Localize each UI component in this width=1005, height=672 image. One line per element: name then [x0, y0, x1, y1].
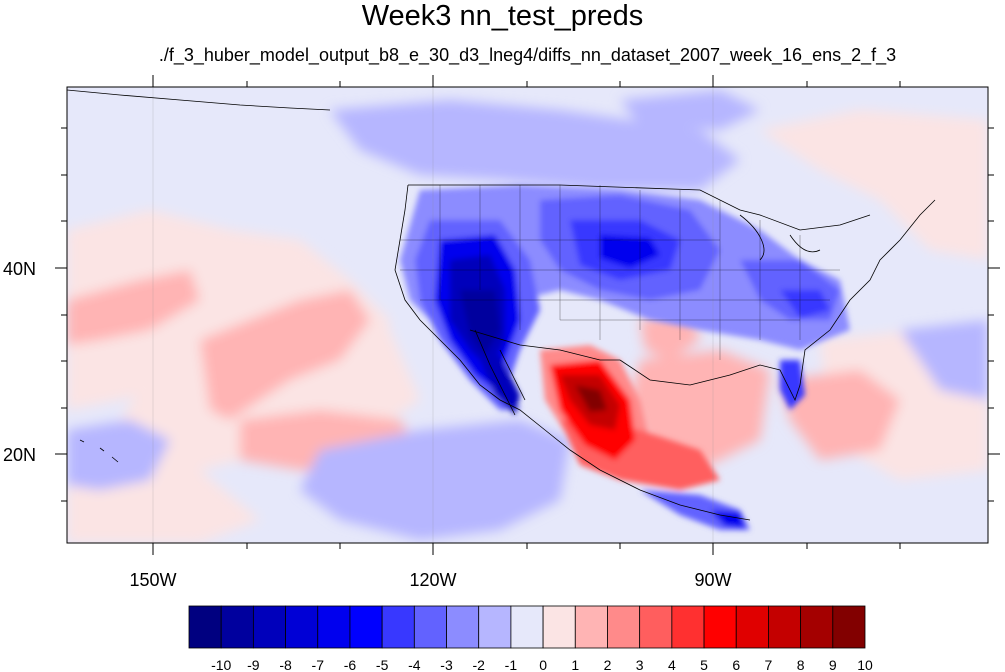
gulf-coast — [619, 199, 936, 402]
pink-band-pacific-2 — [200, 290, 370, 420]
blue-east-core — [780, 290, 830, 318]
us-mexico-border — [469, 329, 620, 361]
colorbar-swatch — [800, 605, 834, 649]
anomaly-field — [67, 87, 988, 543]
colorbar-label: -8 — [279, 657, 292, 672]
red-mexico-core — [575, 385, 607, 412]
colorbar-label: 9 — [829, 657, 837, 672]
state-lines — [400, 185, 840, 360]
colorbar-label: -1 — [505, 657, 518, 672]
blue-west-deepest — [460, 290, 500, 355]
north-america-coast — [394, 184, 751, 521]
colorbar-label: 7 — [765, 657, 773, 672]
colorbar-label: 4 — [668, 657, 676, 672]
colorbar: -10 -9 -8 -7 -6 -5 -4 -3 -2 -1 0 1 2 3 4 5 6 7 8 9 10 — [188, 605, 873, 672]
colorbar-swatch — [510, 605, 544, 649]
lightblue-atlantic — [900, 320, 988, 400]
colorbar-label: -4 — [408, 657, 421, 672]
colorbar-label: 0 — [539, 657, 547, 672]
colorbar-swatch — [285, 605, 319, 649]
colorbar-swatch — [188, 605, 222, 649]
colorbar-label: 1 — [571, 657, 579, 672]
strong-anomaly-patches — [400, 185, 850, 530]
colorbar-label: -2 — [472, 657, 485, 672]
us-canada-border — [408, 184, 871, 231]
colorbar-swatch — [317, 605, 351, 649]
plot-title: Week3 nn_test_preds — [361, 0, 644, 32]
axis-ticks — [55, 75, 1000, 555]
lat-label-40n: 40N — [3, 259, 36, 279]
lightblue-south-pacific — [300, 420, 570, 540]
colorbar-swatch — [639, 605, 673, 649]
plot-subtitle: ./f_3_huber_model_output_b8_e_30_d3_lneg… — [158, 45, 897, 65]
lon-label-150w: 150W — [129, 570, 176, 590]
lat-label-20n: 20N — [3, 445, 36, 465]
colorbar-swatch — [220, 605, 254, 649]
colorbar-swatch — [381, 605, 415, 649]
colorbar-swatch — [671, 605, 705, 649]
colorbar-label: 6 — [732, 657, 740, 672]
colorbar-swatch — [574, 605, 608, 649]
colorbar-swatch — [832, 605, 866, 649]
lon-label-120w: 120W — [409, 570, 456, 590]
hawaii — [79, 439, 119, 463]
colorbar-label: 10 — [857, 657, 873, 672]
colorbar-swatch — [478, 605, 512, 649]
lightblue-hawaii-area — [67, 420, 170, 490]
colorbar-swatch — [607, 605, 641, 649]
pale-anomaly-patches — [67, 90, 988, 543]
pink-band-pacific — [67, 270, 200, 345]
colorbar-swatch — [735, 605, 769, 649]
lightblue-canada-northeast — [620, 90, 760, 130]
blue-florida — [780, 360, 805, 410]
lon-label-90w: 90W — [694, 570, 731, 590]
baja-coast — [474, 329, 526, 416]
colorbar-swatch — [446, 605, 480, 649]
colorbar-label: 3 — [636, 657, 644, 672]
colorbar-label: 2 — [604, 657, 612, 672]
blue-core-plains-deep — [600, 235, 660, 268]
colorbar-swatch — [349, 605, 383, 649]
colorbar-label: -6 — [344, 657, 357, 672]
pink-caribbean — [780, 370, 900, 460]
colorbar-label: -10 — [211, 657, 231, 672]
colorbar-label: 5 — [700, 657, 708, 672]
colorbar-swatch — [413, 605, 447, 649]
lightblue-north — [330, 100, 740, 190]
colorbar-swatch — [252, 605, 286, 649]
pink-area-northeast — [760, 110, 988, 260]
colorbar-label: -3 — [440, 657, 453, 672]
colorbar-label: 8 — [797, 657, 805, 672]
boundaries — [67, 89, 936, 521]
colorbar-swatch — [703, 605, 737, 649]
colorbar-swatch — [542, 605, 576, 649]
colorbar-label: -5 — [376, 657, 389, 672]
colorbar-swatch — [768, 605, 802, 649]
colorbar-label: -7 — [312, 657, 325, 672]
colorbar-label: -9 — [247, 657, 260, 672]
graticule — [152, 87, 714, 543]
alaska-coast — [67, 89, 331, 111]
great-lakes — [739, 214, 821, 261]
